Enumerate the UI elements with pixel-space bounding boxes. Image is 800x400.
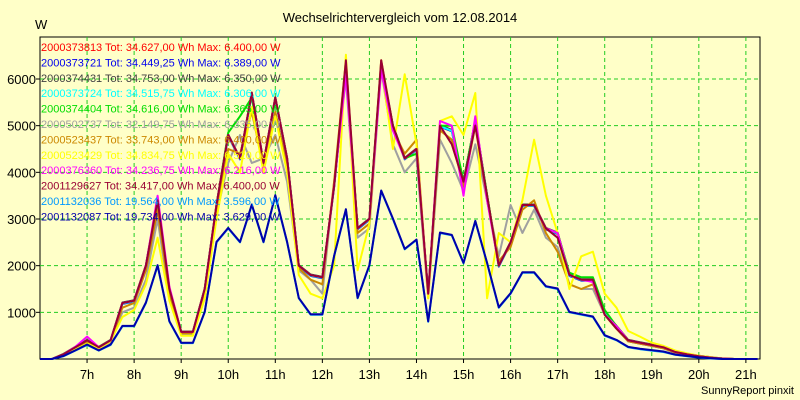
x-tick-label: 11h <box>265 367 286 382</box>
y-tick-label: 1000 <box>7 305 36 320</box>
x-tick-label: 8h <box>127 367 141 382</box>
x-tick-label: 14h <box>406 367 428 382</box>
legend-item-10: 2001129627 Tot: 34.417,00 Wh Max: 6.400,… <box>41 181 280 193</box>
series-line-8 <box>40 53 758 360</box>
x-tick-label: 12h <box>312 367 334 382</box>
legend-item-5: 2000374404 Tot: 34.616,00 Wh Max: 6.365,… <box>41 104 281 116</box>
plot-area <box>39 36 761 360</box>
legend-item-4: 2000373724 Tot: 34.515,75 Wh Max: 6.306,… <box>41 88 281 100</box>
x-tick-label: 9h <box>174 367 188 382</box>
x-tick-label: 7h <box>80 367 94 382</box>
x-tick-label: 21h <box>735 367 757 382</box>
x-tick-label: 18h <box>594 367 616 382</box>
y-tick-label: 5000 <box>7 119 36 134</box>
y-axis-unit: W <box>35 17 48 32</box>
x-tick-label: 20h <box>688 367 710 382</box>
series-lines <box>40 53 758 360</box>
legend-item-2: 2000373721 Tot: 34.449,25 Wh Max: 6.389,… <box>41 57 281 69</box>
legend-item-8: 2000523429 Tot: 34.834,75 Wh Max: 6.520,… <box>41 150 281 162</box>
grid <box>40 37 760 359</box>
y-axis-ticks: 1000 2000 3000 4000 5000 6000 <box>7 72 40 320</box>
x-axis-ticks: 7h 8h 9h 10h 11h 12h 13h 14h 15h 16h 17h 18h 19h 20h 2… <box>80 359 757 382</box>
chart-title: Wechselrichtervergleich vom 12.08.2014 <box>282 10 518 25</box>
x-tick-label: 15h <box>453 367 475 382</box>
legend-item-11: 2001132036 Tot: 19.564,00 Wh Max: 3.596,… <box>41 196 280 208</box>
x-tick-label: 19h <box>641 367 663 382</box>
legend-item-1: 2000373813 Tot: 34.627,00 Wh Max: 6.400,… <box>41 42 281 54</box>
legend-item-9: 2000376360 Tot: 34.236,75 Wh Max: 6.216,… <box>41 165 281 177</box>
legend-item-6: 2000502737 Tot: 32.149,75 Wh Max: 6.335,… <box>41 119 281 131</box>
x-tick-label: 17h <box>547 367 569 382</box>
x-tick-label: 13h <box>359 367 381 382</box>
x-tick-label: 10h <box>217 367 239 382</box>
x-tick-label: 16h <box>500 367 522 382</box>
series-line-12 <box>40 189 758 360</box>
y-tick-label: 3000 <box>7 212 36 227</box>
legend-item-3: 2000374431 Tot: 34.753,00 Wh Max: 6.350,… <box>41 73 281 85</box>
series-line-10 <box>40 59 758 360</box>
legend: 2000373813 Tot: 34.627,00 Wh Max: 6.400,… <box>41 42 281 223</box>
legend-item-12: 2001132087 Tot: 19.734,00 Wh Max: 3.629,… <box>41 211 280 223</box>
footer-credit: SunnyReport pinxit <box>701 385 794 397</box>
y-tick-label: 4000 <box>7 165 36 180</box>
y-tick-label: 6000 <box>7 72 36 87</box>
y-tick-label: 2000 <box>7 259 36 274</box>
legend-item-7: 2000523437 Tot: 33.743,00 Wh Max: 6.400,… <box>41 134 281 146</box>
